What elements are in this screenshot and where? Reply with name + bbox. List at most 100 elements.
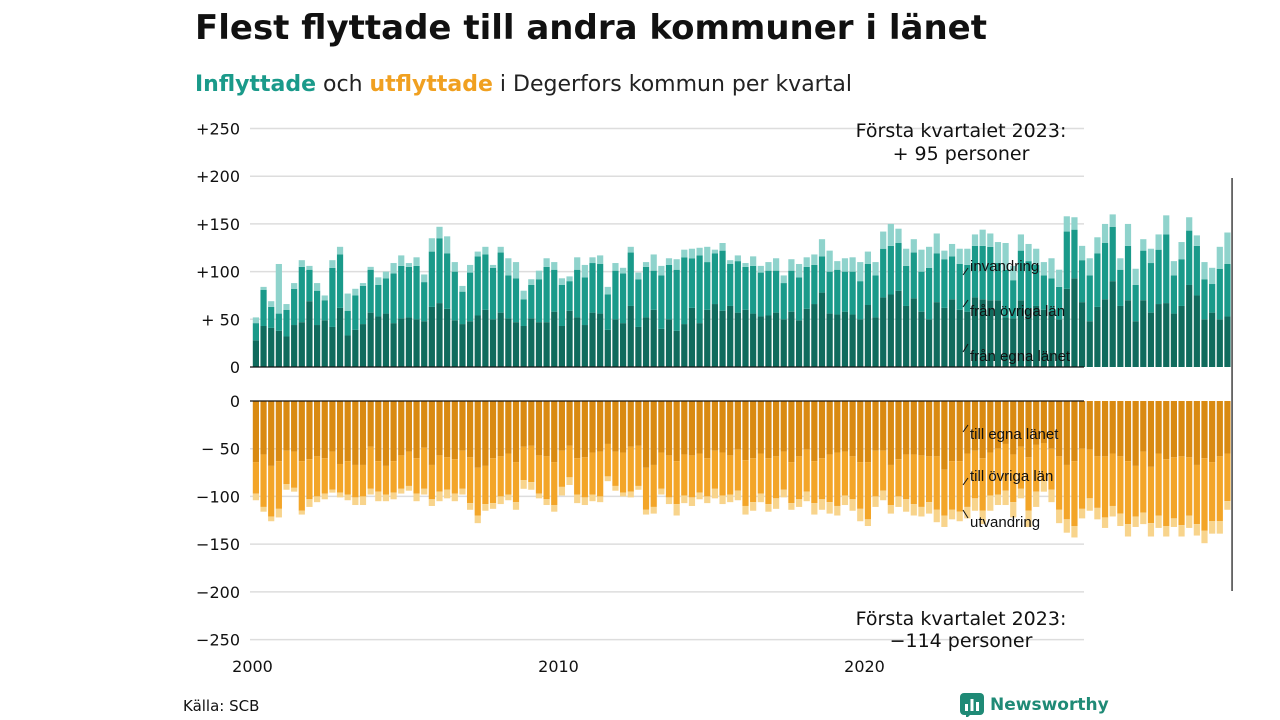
- bar-outflow-own: [581, 401, 588, 458]
- bar-inflow-own: [903, 305, 910, 367]
- bar-inflow-own: [1124, 300, 1132, 367]
- bar-inflow-own: [604, 329, 611, 367]
- bar-outflow-own: [719, 401, 726, 453]
- bar-inflow-other: [413, 265, 420, 320]
- bar-inflow-other: [597, 263, 604, 314]
- bar-inflow-other: [589, 263, 596, 313]
- bar-inflow-other: [428, 251, 435, 307]
- bar-outflow-own: [551, 401, 558, 463]
- bar-outflow-own: [1033, 401, 1040, 445]
- bar-outflow-own: [352, 401, 359, 465]
- bar-inflow-other: [704, 262, 711, 310]
- bar-inflow-immigration: [359, 283, 367, 286]
- bar-outflow-other: [467, 457, 474, 504]
- bar-outflow-emigration: [260, 506, 267, 512]
- bar-inflow-own: [627, 305, 634, 367]
- bar-outflow-emigration: [849, 499, 856, 511]
- bar-inflow-other: [482, 254, 489, 310]
- bar-outflow-emigration: [1224, 501, 1231, 510]
- bar-outflow-emigration: [627, 491, 634, 498]
- bar-inflow-own: [734, 312, 741, 367]
- bar-inflow-immigration: [803, 257, 810, 267]
- bar-outflow-own: [818, 401, 826, 459]
- bar-outflow-other: [780, 451, 787, 490]
- bar-inflow-own: [451, 320, 458, 367]
- bar-outflow-emigration: [727, 494, 734, 503]
- bar-inflow-own: [788, 311, 795, 367]
- bar-outflow-emigration: [1010, 502, 1017, 518]
- bar-inflow-own: [1117, 305, 1124, 367]
- bar-inflow-immigration: [788, 259, 795, 271]
- bar-inflow-other: [1224, 263, 1231, 317]
- bar-outflow-other: [405, 451, 412, 486]
- bar-inflow-other: [558, 284, 565, 326]
- bar-outflow-emigration: [352, 497, 359, 506]
- bar-inflow-other: [336, 254, 344, 308]
- bar-inflow-immigration: [780, 275, 787, 284]
- bar-inflow-own: [742, 309, 749, 367]
- bar-inflow-own: [719, 310, 726, 367]
- bar-outflow-own: [926, 401, 933, 457]
- bar-inflow-own: [581, 325, 588, 367]
- bar-inflow-own: [1201, 319, 1208, 367]
- bar-inflow-immigration: [558, 278, 565, 285]
- bar-inflow-immigration: [711, 249, 718, 254]
- bar-outflow-other: [1079, 448, 1086, 509]
- bar-inflow-immigration: [987, 233, 994, 247]
- bar-outflow-own: [1117, 401, 1124, 457]
- bar-inflow-immigration: [1040, 262, 1047, 276]
- bar-inflow-other: [948, 256, 956, 300]
- y-tick-label-top: +150: [196, 215, 240, 234]
- bar-inflow-other: [658, 275, 665, 329]
- bar-inflow-immigration: [673, 259, 680, 270]
- bar-outflow-emigration: [910, 504, 917, 516]
- bar-inflow-immigration: [750, 256, 757, 266]
- brand-logo[interactable]: Newsworthy: [960, 693, 1109, 717]
- bar-outflow-other: [459, 450, 466, 489]
- bar-outflow-own: [375, 401, 382, 462]
- bar-outflow-own: [650, 401, 657, 465]
- bar-outflow-other: [1063, 464, 1070, 520]
- bar-inflow-immigration: [436, 226, 443, 239]
- bar-outflow-own: [306, 401, 313, 460]
- bar-outflow-emigration: [604, 476, 611, 482]
- bar-outflow-emigration: [895, 496, 902, 507]
- bar-outflow-other: [1147, 466, 1155, 524]
- bar-outflow-other: [895, 459, 902, 497]
- bar-inflow-immigration: [818, 239, 826, 257]
- bar-inflow-immigration: [1002, 243, 1009, 270]
- bar-outflow-other: [551, 462, 558, 506]
- bar-outflow-own: [895, 401, 902, 460]
- bar-outflow-own: [1101, 401, 1109, 457]
- bar-inflow-own: [528, 318, 535, 367]
- y-tick-label-top: +200: [196, 167, 240, 186]
- annotation-bottom-line2: −114 personer: [890, 630, 1033, 652]
- bar-inflow-own: [321, 320, 328, 367]
- bar-outflow-emigration: [1025, 510, 1032, 527]
- bar-outflow-other: [1071, 461, 1078, 527]
- bar-outflow-own: [558, 401, 565, 451]
- bar-inflow-other: [696, 255, 703, 324]
- bar-inflow-other: [260, 289, 267, 326]
- y-tick-label-top: +250: [196, 120, 240, 139]
- bar-inflow-immigration: [1147, 248, 1155, 264]
- bar-outflow-own: [704, 401, 711, 459]
- bar-outflow-other: [1101, 456, 1109, 518]
- bar-inflow-immigration: [857, 262, 864, 282]
- bar-outflow-other: [964, 453, 971, 507]
- bar-inflow-own: [283, 336, 290, 367]
- bar-inflow-own: [551, 311, 558, 367]
- bar-outflow-emigration: [1140, 512, 1147, 525]
- bar-inflow-immigration: [1063, 216, 1070, 232]
- bar-outflow-other: [727, 455, 734, 495]
- bar-inflow-other: [398, 265, 405, 319]
- bar-inflow-immigration: [1163, 215, 1170, 235]
- bar-outflow-other: [696, 453, 703, 493]
- bar-inflow-other: [298, 266, 305, 323]
- labels: +250 +200 +150 +100 + 50 0 0 − 50 −100 −150 −200 −2…: [196, 120, 1071, 676]
- bar-inflow-own: [352, 329, 359, 367]
- bar-inflow-other: [650, 270, 657, 310]
- bar-inflow-own: [574, 317, 581, 367]
- bar-inflow-immigration: [489, 264, 497, 268]
